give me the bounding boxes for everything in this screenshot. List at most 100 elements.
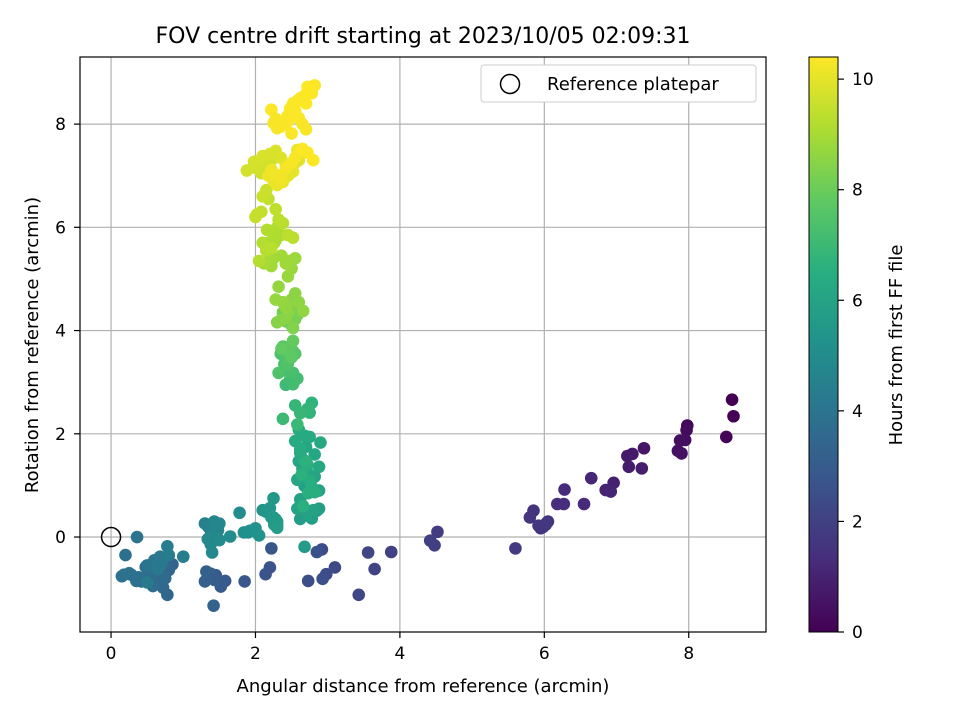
colorbar-tick-label: 4 xyxy=(852,402,863,422)
data-point xyxy=(622,460,636,474)
x-tick-label: 6 xyxy=(539,644,550,664)
data-point xyxy=(431,525,444,539)
data-point xyxy=(673,434,687,447)
colorbar-tick-label: 6 xyxy=(852,291,863,311)
data-point xyxy=(209,519,223,532)
data-point xyxy=(151,562,165,576)
data-point xyxy=(130,530,144,544)
data-point xyxy=(361,546,375,559)
data-point xyxy=(269,293,282,306)
data-point xyxy=(306,153,320,167)
x-tick-label: 8 xyxy=(683,644,694,664)
data-point xyxy=(286,334,300,348)
data-point xyxy=(296,499,310,513)
colorbar-tick-label: 10 xyxy=(852,70,874,90)
x-tick-label: 4 xyxy=(394,644,405,664)
grid-lines xyxy=(80,57,766,632)
data-point xyxy=(272,366,285,380)
data-point xyxy=(207,599,220,612)
colorbar-tick-label: 0 xyxy=(852,623,863,643)
data-point xyxy=(301,574,315,588)
data-point xyxy=(162,548,176,562)
data-point xyxy=(293,406,307,420)
data-point xyxy=(213,533,226,547)
data-point xyxy=(301,486,315,500)
data-point xyxy=(272,213,285,226)
legend-label: Reference platepar xyxy=(547,74,719,95)
data-point xyxy=(310,545,324,559)
data-point xyxy=(158,572,172,585)
data-point xyxy=(312,460,326,474)
colorbar: 0 2 4 6 8 10 Hours from first FF file xyxy=(808,56,907,643)
data-point xyxy=(201,532,215,546)
data-point xyxy=(727,409,740,423)
data-point xyxy=(233,506,246,520)
x-tick-label: 2 xyxy=(250,644,261,664)
data-point xyxy=(540,516,553,530)
data-point xyxy=(286,231,300,244)
legend-marker-icon xyxy=(499,73,521,95)
data-point xyxy=(680,423,693,437)
data-point xyxy=(260,183,273,197)
colorbar-label: Hours from first FF file xyxy=(886,245,907,446)
data-point xyxy=(295,468,308,481)
data-point xyxy=(423,534,437,547)
data-point xyxy=(316,572,329,586)
data-points xyxy=(115,79,740,612)
data-point xyxy=(551,497,564,511)
colorbar-tick-label: 2 xyxy=(852,512,863,532)
colorbar-tick-label: 8 xyxy=(852,181,863,201)
data-point xyxy=(291,418,304,431)
data-point xyxy=(368,562,381,576)
data-point xyxy=(637,441,651,455)
data-point xyxy=(719,430,733,444)
data-point xyxy=(577,497,591,511)
data-point xyxy=(270,521,284,535)
x-axis-label: Angular distance from reference (arcmin) xyxy=(237,676,610,697)
y-axis: 0 2 4 6 8 xyxy=(55,115,80,548)
y-tick-label: 2 xyxy=(55,425,66,445)
y-tick-label: 6 xyxy=(55,218,66,238)
data-point xyxy=(384,545,398,559)
data-point xyxy=(308,448,321,461)
data-point xyxy=(205,546,219,559)
data-point xyxy=(352,588,366,602)
data-point xyxy=(523,511,537,524)
data-point xyxy=(223,530,237,543)
legend: Reference platepar xyxy=(480,64,757,103)
data-point xyxy=(298,540,311,554)
chart-title: FOV centre drift starting at 2023/10/05 … xyxy=(156,24,691,49)
data-point xyxy=(240,164,254,177)
data-point xyxy=(725,393,739,407)
data-point xyxy=(260,223,274,237)
data-point xyxy=(675,447,688,460)
colorbar-gradient xyxy=(808,56,839,633)
data-point xyxy=(509,542,522,555)
data-point xyxy=(115,569,129,583)
plot-frame xyxy=(79,56,767,633)
data-point xyxy=(286,321,300,335)
data-point xyxy=(285,127,298,140)
data-point xyxy=(276,412,290,426)
data-point xyxy=(176,550,190,563)
data-point xyxy=(558,483,571,496)
y-tick-label: 0 xyxy=(55,528,66,548)
data-point xyxy=(272,280,285,293)
data-point xyxy=(249,210,262,224)
data-point xyxy=(269,202,282,216)
data-point xyxy=(252,529,266,542)
data-point xyxy=(265,241,278,255)
data-point xyxy=(621,449,634,463)
data-point xyxy=(267,492,280,505)
x-tick-label: 0 xyxy=(106,644,117,664)
data-point xyxy=(274,120,288,133)
data-point xyxy=(274,171,288,185)
x-axis: 0 2 4 6 8 xyxy=(106,632,694,664)
data-point xyxy=(252,254,266,268)
data-point xyxy=(635,462,649,475)
data-point xyxy=(119,548,132,562)
data-point xyxy=(328,561,342,574)
legend-box xyxy=(480,64,757,103)
data-point xyxy=(200,565,213,578)
